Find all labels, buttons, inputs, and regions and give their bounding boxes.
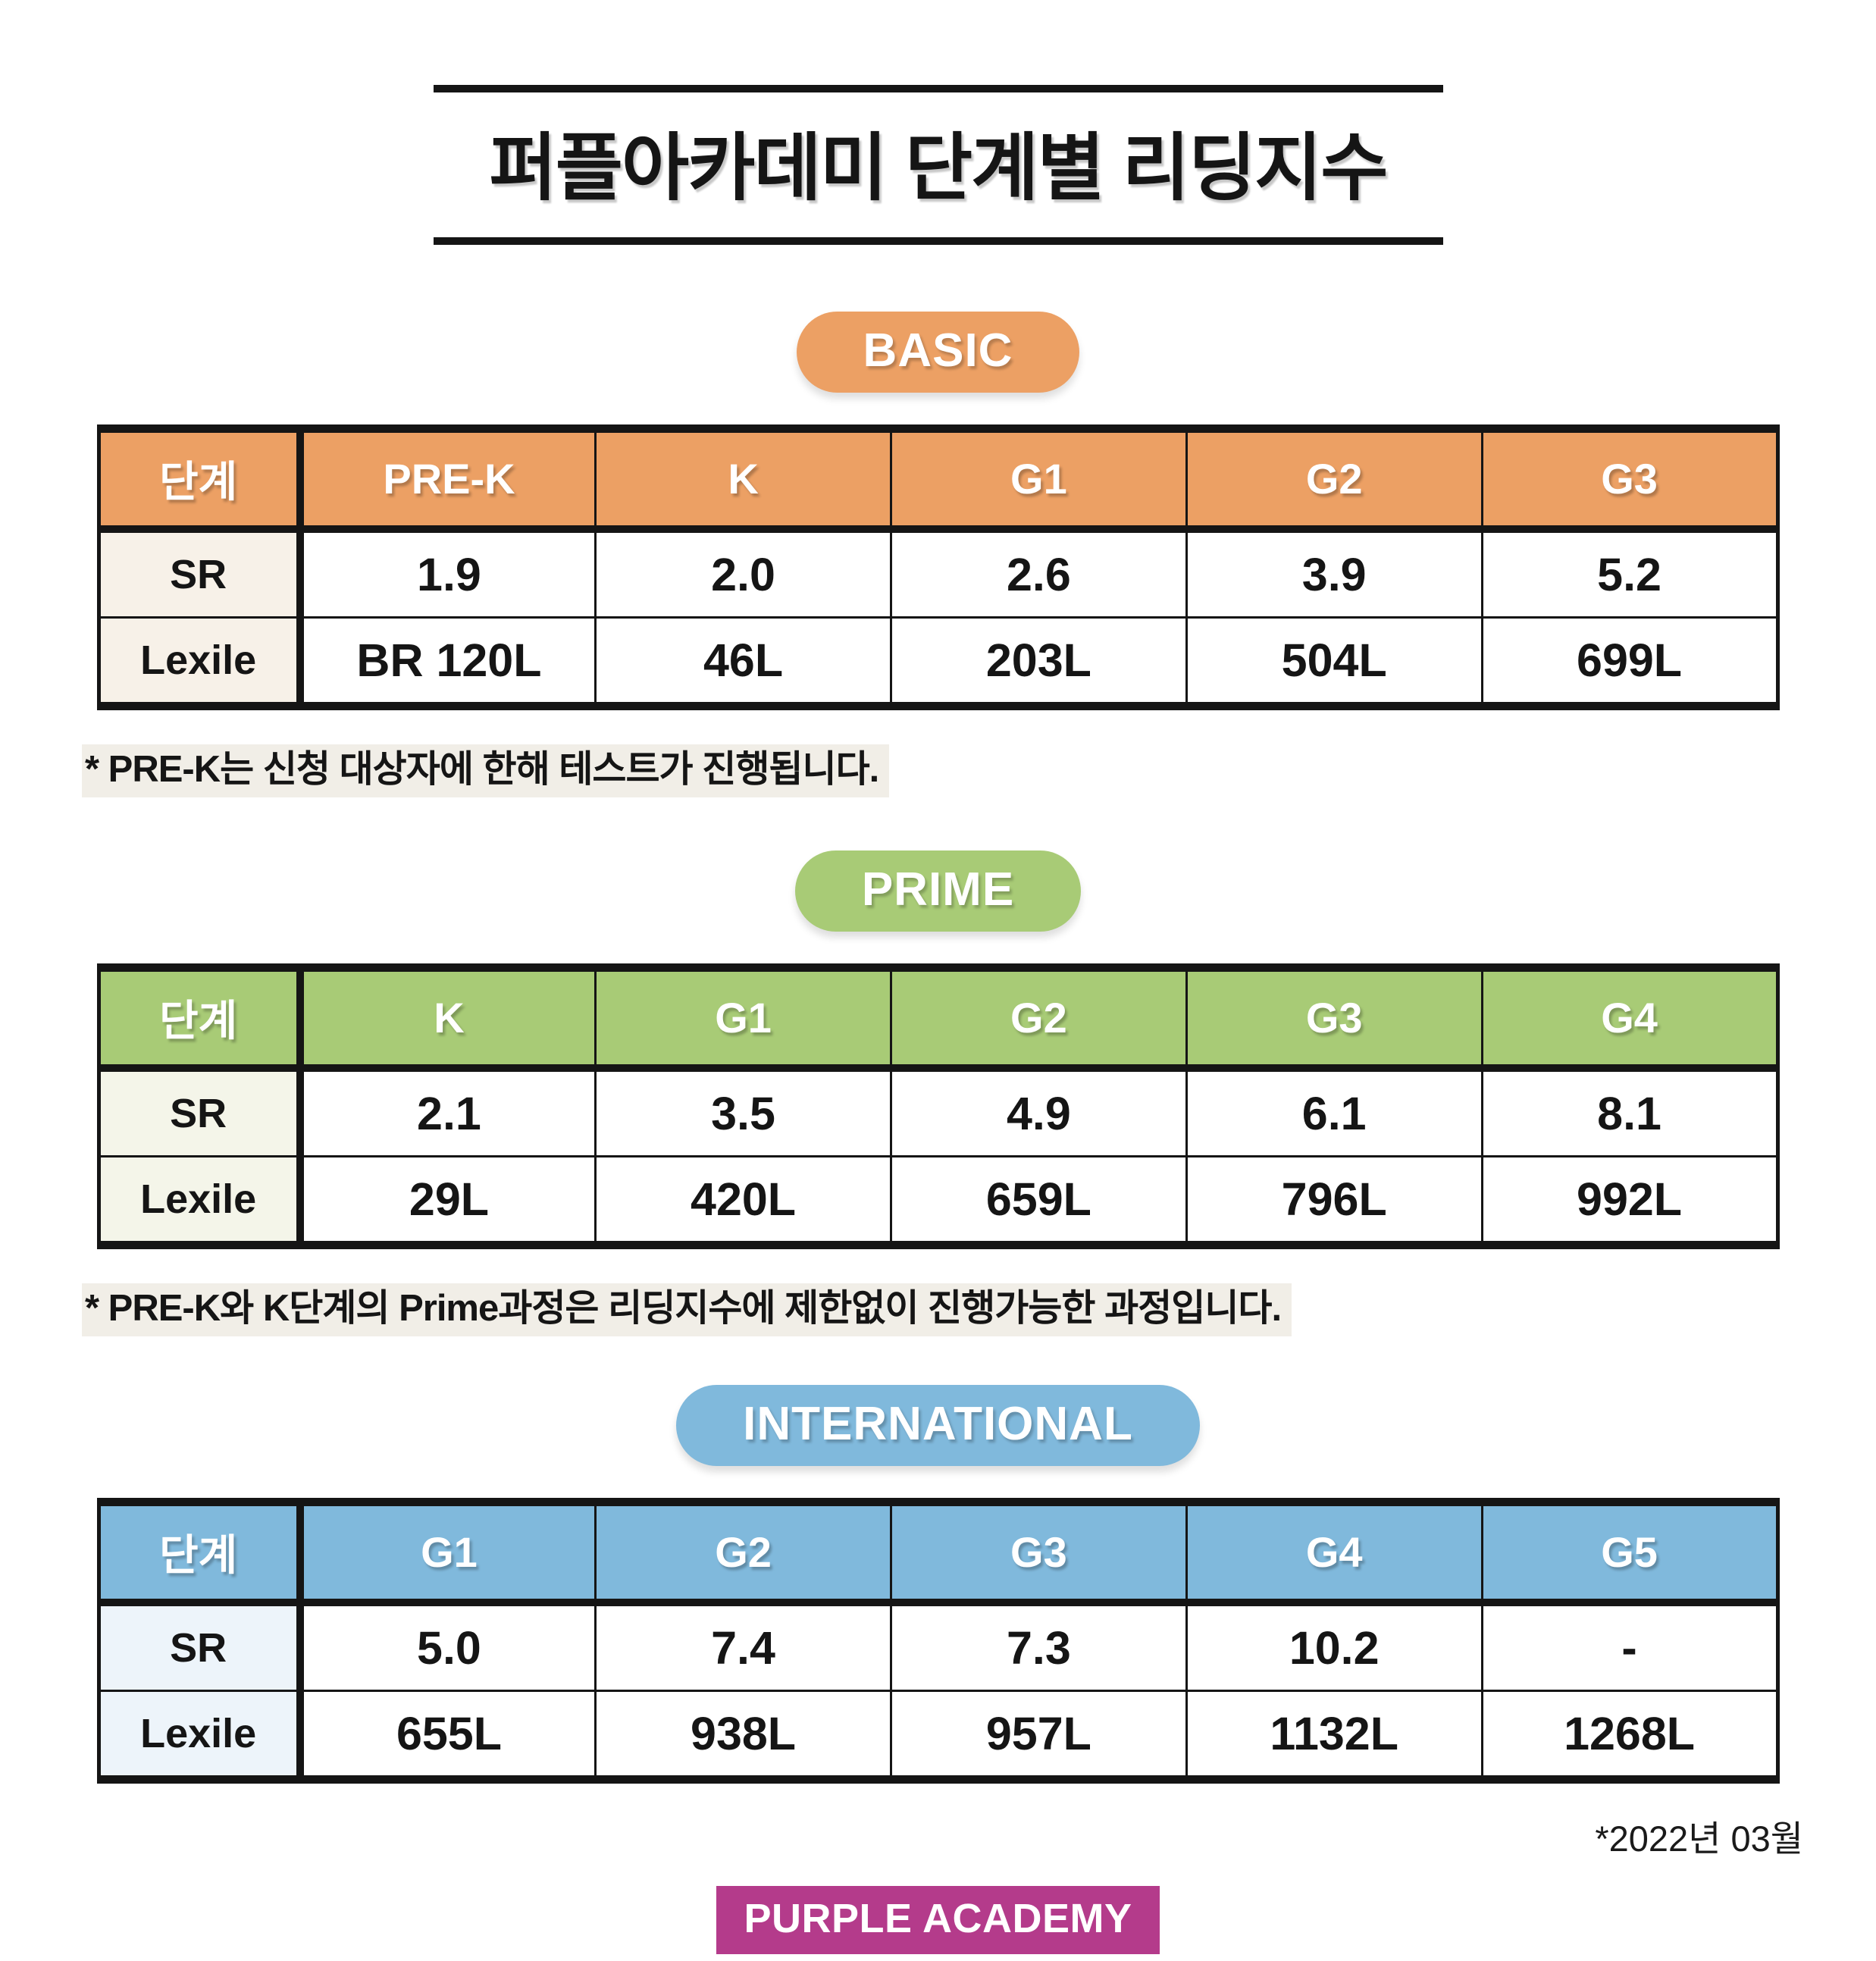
date-note: *2022년 03월 — [1595, 1818, 1803, 1859]
value-cell: 796L — [1185, 1155, 1483, 1246]
page-title: 퍼플아카데미 단계별 리딩지수 — [489, 127, 1388, 209]
value-cell: 1132L — [1185, 1690, 1483, 1781]
value-cell: 8.1 — [1480, 1067, 1779, 1157]
value-cell: 10.2 — [1185, 1601, 1483, 1692]
header-cell-level: 단계 — [97, 428, 304, 533]
value-cell: 938L — [594, 1690, 892, 1781]
table-row-lexile: Lexile BR 120L 46L 203L 504L 699L — [97, 616, 1779, 707]
header-cell: G4 — [1480, 966, 1779, 1072]
value-cell: 504L — [1185, 616, 1483, 707]
table-header-row: 단계 PRE-K K G1 G2 G3 — [97, 428, 1779, 533]
header-cell: G1 — [299, 1501, 597, 1606]
value-cell: - — [1480, 1601, 1779, 1692]
header-cell-level: 단계 — [97, 966, 304, 1072]
value-cell: 1.9 — [299, 528, 597, 619]
title-block: 퍼플아카데미 단계별 리딩지수 — [433, 85, 1443, 245]
header-cell: G3 — [1480, 428, 1779, 533]
value-cell: 992L — [1480, 1155, 1779, 1246]
prime-badge: PRIME — [794, 850, 1082, 932]
value-cell: 7.4 — [594, 1601, 892, 1692]
header-cell: G4 — [1185, 1501, 1483, 1606]
header-cell: PRE-K — [299, 428, 597, 533]
basic-footnote: * PRE-K는 신청 대상자에 한해 테스트가 진행됩니다. — [82, 739, 1876, 797]
prime-footnote: * PRE-K와 K단계의 Prime과정은 리딩지수에 제한없이 진행가능한 … — [82, 1278, 1876, 1336]
international-badge: INTERNATIONAL — [676, 1385, 1200, 1466]
header-cell: G3 — [1185, 966, 1483, 1072]
header-cell: G2 — [1185, 428, 1483, 533]
header-cell: G2 — [889, 966, 1188, 1072]
row-label: SR — [97, 1601, 304, 1692]
value-cell: 6.1 — [1185, 1067, 1483, 1157]
value-cell: 420L — [594, 1155, 892, 1246]
value-cell: 5.0 — [299, 1601, 597, 1692]
value-cell: 4.9 — [889, 1067, 1188, 1157]
value-cell: 3.5 — [594, 1067, 892, 1157]
row-label: SR — [97, 1067, 304, 1157]
value-cell: 2.1 — [299, 1067, 597, 1157]
row-label: Lexile — [97, 1155, 304, 1246]
header-cell: G1 — [594, 966, 892, 1072]
value-cell: 203L — [889, 616, 1188, 707]
table-row-lexile: Lexile 655L 938L 957L 1132L 1268L — [97, 1690, 1779, 1781]
value-cell: 655L — [299, 1690, 597, 1781]
table-row-sr: SR 2.1 3.5 4.9 6.1 8.1 — [97, 1067, 1779, 1157]
value-cell: 957L — [889, 1690, 1188, 1781]
row-label: SR — [97, 528, 304, 619]
table-row-lexile: Lexile 29L 420L 659L 796L 992L — [97, 1155, 1779, 1246]
value-cell: 46L — [594, 616, 892, 707]
header-cell: G2 — [594, 1501, 892, 1606]
header-cell: G5 — [1480, 1501, 1779, 1606]
table-header-row: 단계 G1 G2 G3 G4 G5 — [97, 1501, 1779, 1606]
prime-table: 단계 K G1 G2 G3 G4 SR 2.1 3.5 4.9 6.1 8.1 … — [96, 963, 1780, 1249]
value-cell: 7.3 — [889, 1601, 1188, 1692]
header-cell-level: 단계 — [97, 1501, 304, 1606]
value-cell: 1268L — [1480, 1690, 1779, 1781]
purple-academy-logo: PURPLE ACADEMY — [716, 1886, 1160, 1954]
international-table: 단계 G1 G2 G3 G4 G5 SR 5.0 7.4 7.3 10.2 - … — [96, 1498, 1780, 1784]
row-label: Lexile — [97, 616, 304, 707]
value-cell: 3.9 — [1185, 528, 1483, 619]
value-cell: 659L — [889, 1155, 1188, 1246]
value-cell: BR 120L — [299, 616, 597, 707]
table-row-sr: SR 1.9 2.0 2.6 3.9 5.2 — [97, 528, 1779, 619]
value-cell: 2.6 — [889, 528, 1188, 619]
header-cell: G3 — [889, 1501, 1188, 1606]
value-cell: 29L — [299, 1155, 597, 1246]
header-cell: G1 — [889, 428, 1188, 533]
header-cell: K — [299, 966, 597, 1072]
table-header-row: 단계 K G1 G2 G3 G4 — [97, 966, 1779, 1072]
row-label: Lexile — [97, 1690, 304, 1781]
value-cell: 5.2 — [1480, 528, 1779, 619]
header-cell: K — [594, 428, 892, 533]
reading-index-infographic: 퍼플아카데미 단계별 리딩지수 BASIC 단계 PRE-K K G1 G2 G… — [0, 85, 1876, 1961]
basic-table: 단계 PRE-K K G1 G2 G3 SR 1.9 2.0 2.6 3.9 5… — [96, 424, 1780, 710]
table-row-sr: SR 5.0 7.4 7.3 10.2 - — [97, 1601, 1779, 1692]
basic-badge: BASIC — [796, 312, 1080, 393]
value-cell: 699L — [1480, 616, 1779, 707]
value-cell: 2.0 — [594, 528, 892, 619]
